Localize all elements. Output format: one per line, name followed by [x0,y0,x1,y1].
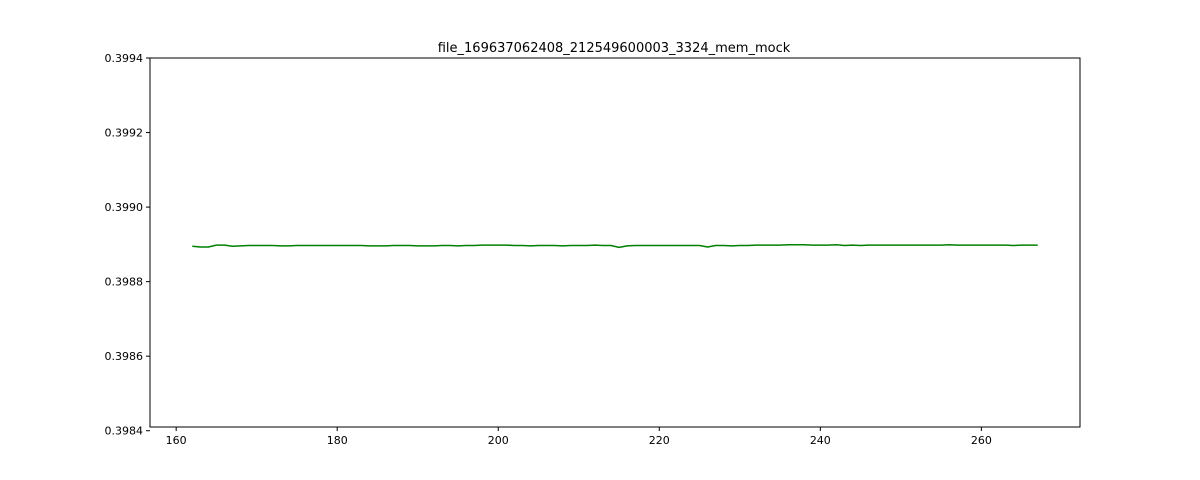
x-tick-label: 260 [971,434,992,447]
y-tick-label: 0.3992 [105,127,144,140]
y-tick-label: 0.3994 [105,52,144,65]
y-tick-label: 0.3986 [105,350,144,363]
y-tick-label: 0.3990 [105,201,144,214]
x-tick-label: 180 [327,434,348,447]
y-axis-ticks: 0.3984 0.3986 0.3988 0.3990 0.3992 0.3994 [105,52,150,438]
chart-title: file_169637062408_212549600003_3324_mem_… [438,41,791,56]
x-tick-label: 200 [488,434,509,447]
x-tick-label: 220 [649,434,670,447]
plot-frame [149,57,1081,428]
series-line-0 [192,243,1038,249]
series-layer [192,243,1038,249]
x-tick-label: 160 [166,434,187,447]
y-tick-label: 0.3984 [105,425,144,438]
x-axis-ticks: 160 180 200 220 240 260 [166,427,992,447]
x-tick-label: 240 [810,434,831,447]
y-tick-label: 0.3988 [105,276,144,289]
